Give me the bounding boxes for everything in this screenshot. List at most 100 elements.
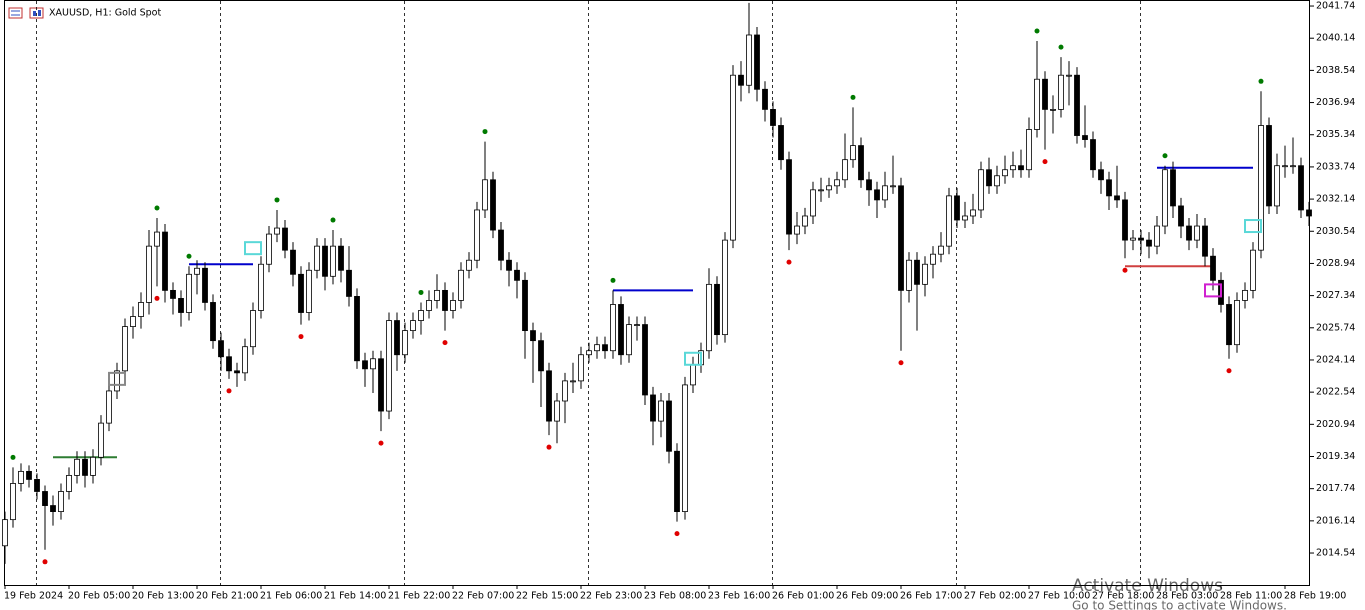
candle-body (306, 269, 312, 313)
candle-body (722, 239, 728, 336)
x-tick-label: 27 Feb 18:00 (1092, 591, 1154, 602)
x-tick-label: 28 Feb 11:00 (1220, 591, 1282, 602)
candle-body (994, 175, 1000, 187)
candle-body (514, 269, 520, 281)
candle-body (1034, 78, 1040, 130)
candle-body (42, 491, 48, 506)
candle-body (426, 300, 432, 311)
fractal-down (786, 259, 792, 265)
candle-body (1146, 239, 1152, 247)
candle-body (226, 356, 232, 372)
fractal-down (546, 444, 552, 450)
candle-body (786, 159, 792, 235)
candle-body (290, 249, 296, 275)
y-tick-label: 2027.34 (1316, 290, 1355, 301)
candle-body (202, 267, 208, 303)
watermark: Activate Windows (1072, 576, 1223, 596)
candle-body (1026, 129, 1032, 171)
fractal-down (226, 388, 232, 394)
candle-body (386, 320, 392, 412)
fractal-down (1122, 267, 1128, 273)
x-tick-label: 28 Feb 19:00 (1284, 591, 1346, 602)
candle-body (610, 304, 616, 352)
candle-body (1122, 199, 1128, 241)
candle-body (546, 370, 552, 422)
candle-body (946, 195, 952, 247)
candle-body (394, 320, 400, 356)
candle-body (362, 360, 368, 370)
watermark: Go to Settings to activate Windows. (1072, 599, 1287, 610)
x-tick-label: 19 Feb 2024 (4, 591, 63, 602)
chart-title: XAUUSD, H1: Gold Spot (49, 8, 161, 19)
candle-body (1106, 179, 1112, 197)
candle-body (10, 483, 16, 521)
candle-body (146, 245, 152, 303)
x-tick-label: 26 Feb 17:00 (900, 591, 962, 602)
candle-body (642, 324, 648, 396)
candle-body (1306, 209, 1312, 217)
candle-body (330, 245, 336, 277)
candle-body (122, 326, 128, 372)
candle-body (1186, 225, 1192, 241)
fractal-up (330, 217, 336, 223)
candle-body (98, 422, 104, 458)
candle-body (1210, 255, 1216, 281)
candle-body (490, 179, 496, 231)
candle-body (82, 458, 88, 476)
y-tick-label: 2016.14 (1316, 515, 1355, 526)
candle-body (738, 74, 744, 86)
x-tick-label: 22 Feb 15:00 (516, 591, 578, 602)
candle-body (658, 400, 664, 422)
candle-body (866, 179, 872, 191)
candle-body (554, 400, 560, 422)
candle-body (234, 370, 240, 374)
fractal-down (378, 440, 384, 446)
candle-body (970, 209, 976, 217)
candle-body (650, 394, 656, 422)
candle-body (618, 304, 624, 356)
candle-body (1242, 289, 1248, 301)
fractal-up (1034, 28, 1040, 34)
fractal-down (298, 334, 304, 340)
x-tick-label: 26 Feb 09:00 (836, 591, 898, 602)
candle-body (178, 298, 184, 313)
y-tick-label: 2041.74 (1316, 1, 1355, 12)
candle-body (1066, 74, 1072, 77)
candle-body (834, 179, 840, 187)
candle-body (906, 259, 912, 291)
candle-body (410, 320, 416, 332)
y-tick-label: 2024.14 (1316, 354, 1355, 365)
y-tick-label: 2019.34 (1316, 451, 1355, 462)
candle-body (346, 269, 352, 297)
candle-body (114, 370, 120, 392)
candle-body (578, 354, 584, 382)
y-tick-label: 2025.74 (1316, 322, 1355, 333)
candle-body (818, 189, 824, 192)
candle-body (674, 450, 680, 512)
candle-body (850, 145, 856, 161)
candle-body (1002, 169, 1008, 177)
y-tick-label: 2038.54 (1316, 65, 1355, 76)
candle-body (1266, 125, 1272, 207)
candle-body (730, 74, 736, 241)
fractal-up (1058, 44, 1064, 50)
candle-body (322, 245, 328, 277)
candle-body (778, 125, 784, 161)
candle-body (298, 273, 304, 313)
candle-body (66, 475, 72, 492)
fractal-up (418, 289, 424, 295)
x-tick-label: 23 Feb 08:00 (644, 591, 706, 602)
fractal-down (154, 295, 160, 301)
candle-body (954, 195, 960, 221)
candle-body (930, 253, 936, 265)
candle-body (538, 340, 544, 372)
candle-body (810, 189, 816, 217)
candle-body (826, 185, 832, 191)
candle-body (1098, 169, 1104, 181)
candle-body (1154, 225, 1160, 247)
fractal-up (274, 197, 280, 203)
candle-body (1194, 225, 1200, 241)
fractal-down (1042, 159, 1048, 165)
x-tick-label: 20 Feb 05:00 (68, 591, 130, 602)
